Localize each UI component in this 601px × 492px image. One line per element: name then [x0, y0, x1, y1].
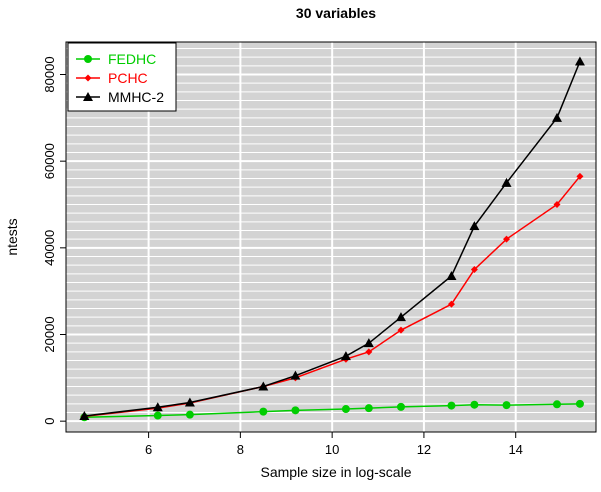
data-point-mmhc-2 [469, 221, 480, 231]
x-axis: 6 8 10 12 14 [145, 432, 523, 457]
y-tick-label: 80000 [42, 56, 57, 92]
legend-label: FEDHC [108, 51, 156, 67]
data-point-fedhc [364, 404, 373, 413]
data-point-fedhc [447, 401, 456, 410]
data-point-mmhc-2 [501, 177, 512, 187]
series-mmhc-2 [79, 56, 585, 420]
data-point-mmhc-2 [340, 351, 351, 361]
x-axis-label: Sample size in log-scale [261, 464, 412, 480]
data-point-fedhc [259, 407, 268, 416]
x-tick-label: 10 [325, 442, 339, 457]
x-tick-label: 12 [417, 442, 431, 457]
x-tick-label: 8 [237, 442, 244, 457]
chart-title: 30 variables [296, 5, 376, 21]
plot-frame [65, 41, 597, 433]
series-fedhc [80, 399, 584, 422]
y-tick-label: 0 [42, 418, 57, 425]
grid [66, 42, 596, 432]
data-point-fedhc [185, 410, 194, 419]
data-point-mmhc-2 [551, 112, 562, 122]
data-point-mmhc-2 [290, 370, 301, 380]
data-point-fedhc [396, 402, 405, 411]
x-tick-label: 14 [508, 442, 522, 457]
data-point-pchc [553, 201, 561, 208]
data-point-mmhc-2 [363, 338, 374, 348]
data-point-fedhc [153, 411, 162, 420]
x-tick-label: 6 [145, 442, 152, 457]
legend-item-pchc: PCHC [76, 70, 148, 86]
data-point-mmhc-2 [184, 397, 195, 407]
data-point-pchc [503, 235, 511, 243]
data-point-fedhc [341, 405, 350, 414]
data-point-fedhc [552, 400, 561, 409]
data-point-fedhc [291, 406, 300, 415]
legend-item-mmhc-2: MMHC-2 [76, 89, 164, 105]
data-point-mmhc-2 [152, 402, 163, 412]
y-tick-label: 40000 [42, 230, 57, 266]
y-tick-label: 60000 [42, 143, 57, 179]
series-layer [79, 56, 585, 422]
data-point-mmhc-2 [446, 271, 457, 280]
data-point-mmhc-2 [574, 56, 585, 66]
y-axis-label: ntests [4, 218, 20, 255]
data-point-mmhc-2 [258, 381, 269, 391]
legend-swatch-marker [84, 55, 92, 63]
y-axis: 0 20000 40000 60000 80000 [42, 56, 66, 425]
legend-swatch-marker [84, 74, 92, 82]
legend-item-fedhc: FEDHC [76, 51, 156, 67]
data-point-pchc [447, 300, 455, 308]
data-point-fedhc [575, 399, 584, 408]
data-point-mmhc-2 [79, 410, 90, 420]
data-point-pchc [470, 266, 478, 273]
data-point-fedhc [470, 400, 479, 409]
data-point-fedhc [502, 401, 511, 410]
data-point-pchc [365, 348, 373, 356]
data-point-mmhc-2 [395, 312, 406, 322]
y-tick-label: 20000 [42, 316, 57, 352]
legend: FEDHC PCHC MMHC-2 [67, 42, 177, 112]
data-point-pchc [576, 172, 584, 180]
data-point-pchc [397, 326, 405, 334]
legend-label: PCHC [108, 70, 148, 86]
legend-swatch-marker [83, 92, 93, 101]
legend-label: MMHC-2 [108, 89, 164, 105]
